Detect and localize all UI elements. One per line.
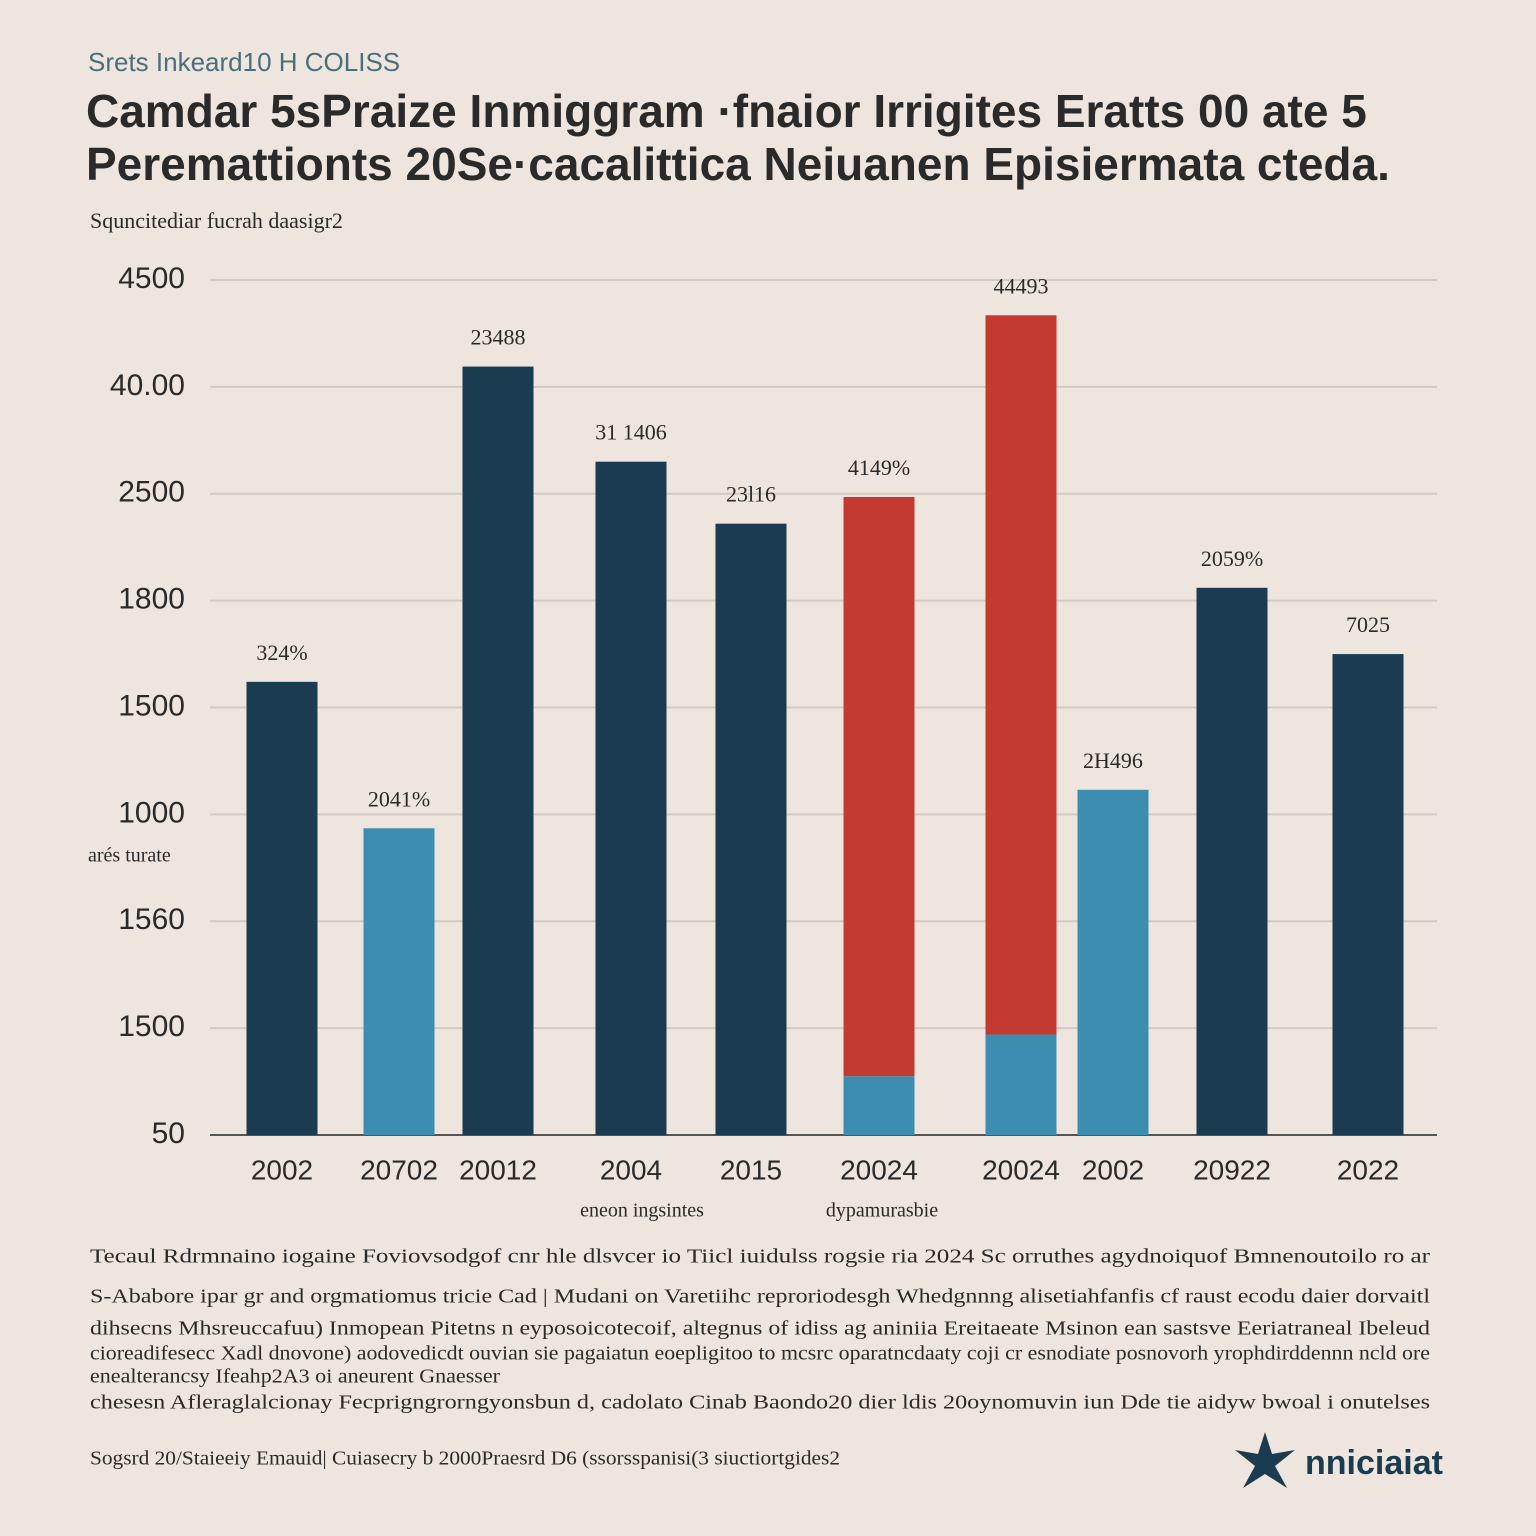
subtitle: Squncitediar fucrah daasigr2: [90, 208, 343, 233]
bar-label: 44493: [994, 273, 1049, 298]
y-tick-label: 1800: [118, 583, 185, 616]
x-tick-label: 20024: [982, 1154, 1060, 1185]
x-tick-label: 20922: [1193, 1154, 1271, 1185]
note-line: Tecaul Rdrmnaino iogaine Foviovsodgof cn…: [90, 1246, 1430, 1268]
bar: [462, 366, 534, 1136]
bar-label: 7025: [1346, 612, 1390, 637]
x-tick-label: 2022: [1337, 1154, 1399, 1185]
bar: [363, 828, 435, 1135]
bar-label: 23488: [471, 325, 526, 350]
y-tick-label: 1000: [118, 796, 185, 829]
bar: [843, 1076, 915, 1135]
axis-note: arés turate: [88, 845, 171, 867]
x-tick-label: 2015: [720, 1154, 782, 1185]
bar: [985, 315, 1057, 1035]
logo-mark: [1235, 1432, 1295, 1488]
bar-label: 2041%: [368, 786, 430, 811]
note-line: chesesn Afleraglalcionay Fecprigngrorngy…: [90, 1392, 1430, 1414]
x-tick-label: 2004: [600, 1154, 662, 1185]
x-tick-label: 20012: [459, 1154, 537, 1185]
bar: [1196, 587, 1268, 1135]
bar: [843, 496, 915, 1077]
note-line: enealterancsy Ifeahp2A3 oi aneurent Gnae…: [90, 1366, 500, 1388]
y-tick-label: 50: [152, 1117, 185, 1150]
bar: [246, 681, 318, 1135]
bar: [985, 1034, 1057, 1135]
bar-label: 23l16: [726, 482, 776, 507]
x-tick-label: 20702: [360, 1154, 438, 1185]
note-line: cioreadifesecc Xadl dnovone) aodovedicdt…: [90, 1343, 1430, 1365]
logo: nniciaiat: [1305, 1444, 1443, 1482]
group-label: dypamurasbie: [826, 1200, 938, 1222]
y-tick-label: 2500: [118, 476, 185, 509]
y-tick-label: 1500: [118, 1010, 185, 1043]
bar-label: 31 1406: [595, 420, 667, 445]
source: Sogsrd 20/Staieeiy Emauid| Cuiasecry b 2…: [90, 1448, 840, 1470]
bar: [1332, 654, 1404, 1135]
bar-label: 2H496: [1083, 748, 1143, 773]
bar-label: 2059%: [1201, 546, 1263, 571]
chart-title: Camdar 5sPraize Inmiggram ·fnaior Irrigi…: [86, 85, 1367, 137]
kicker: Srets Inkeard10 H COLISS: [88, 47, 400, 77]
bar: [1077, 789, 1149, 1135]
note-line: dihsecns Mhsreuccafuu) Inmopean Pitetns …: [90, 1318, 1430, 1340]
bar-label: 324%: [256, 640, 307, 665]
bar: [595, 461, 667, 1135]
chart-title: Peremattionts 20Se·cacalittica Neiuanen …: [86, 138, 1390, 190]
x-tick-label: 2002: [1082, 1154, 1144, 1185]
note-line: S-Ababore ipar gr and orgmatiomus tricie…: [90, 1286, 1431, 1308]
x-tick-label: 2002: [251, 1154, 313, 1185]
y-tick-label: 1560: [118, 903, 185, 936]
y-tick-label: 40.00: [110, 369, 185, 402]
y-tick-label: 4500: [118, 262, 185, 295]
bar-label: 4149%: [848, 455, 910, 480]
y-tick-label: 1500: [118, 689, 185, 722]
x-tick-label: 20024: [840, 1154, 918, 1185]
bar: [715, 523, 787, 1135]
group-label: eneon ingsintes: [580, 1200, 704, 1222]
